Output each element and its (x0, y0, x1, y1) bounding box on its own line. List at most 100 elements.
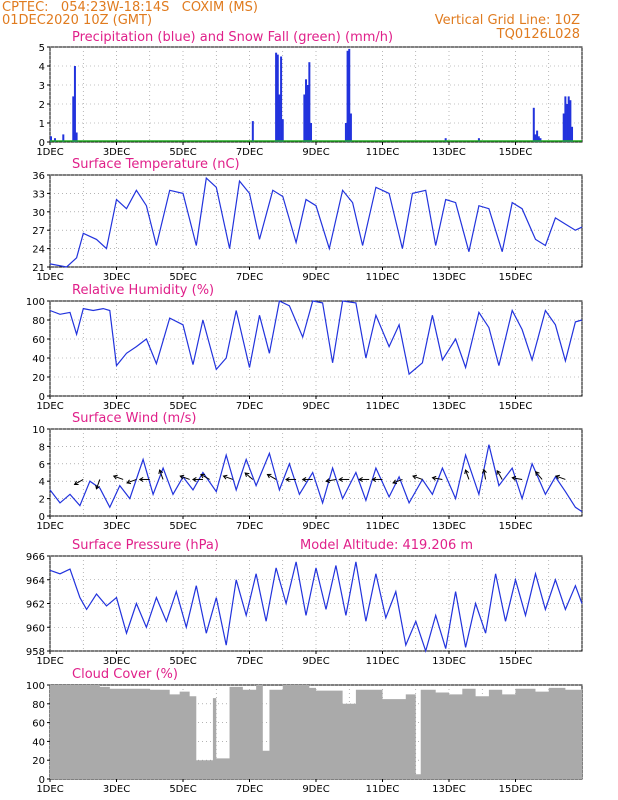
precip-bar (349, 113, 352, 142)
x-tick-label: 7DEC (236, 272, 263, 283)
x-tick-label: 7DEC (236, 401, 263, 412)
precip-bar (281, 119, 284, 142)
wind-arrow (95, 479, 101, 490)
model-altitude-label: Model Altitude: 419.206 m (300, 538, 473, 553)
wind-arrow-head (222, 474, 228, 480)
precip-bar (275, 52, 278, 143)
y-tick-label: 0 (39, 392, 45, 403)
wind-arrow-head (285, 476, 290, 482)
x-tick-label: 13DEC (432, 656, 466, 667)
x-tick-label: 9DEC (302, 147, 329, 158)
precip-bar (534, 134, 537, 142)
panel-title: Precipitation (blue) and Snow Fall (gree… (72, 30, 393, 45)
precip-bar (73, 66, 76, 142)
panel-title: Surface Temperature (nC) (72, 157, 240, 172)
series-line (49, 300, 583, 376)
x-tick-label: 13DEC (432, 272, 466, 283)
x-tick-label: 15DEC (499, 147, 533, 158)
wind-arrow (483, 469, 487, 480)
x-tick-label: 13DEC (432, 401, 466, 412)
x-tick-label: 3DEC (103, 521, 130, 532)
x-tick-label: 3DEC (103, 784, 130, 795)
y-tick-label: 2 (39, 495, 45, 506)
precip-bar (536, 130, 539, 142)
y-tick-label: 0 (39, 138, 45, 149)
x-tick-label: 9DEC (302, 656, 329, 667)
x-tick-label: 9DEC (302, 784, 329, 795)
x-tick-label: 7DEC (236, 521, 263, 532)
vertical-grid-note: Vertical Grid Line: 10Z (434, 13, 580, 28)
panel-frame (49, 174, 583, 268)
series-line (49, 176, 583, 268)
x-tick-label: 11DEC (366, 521, 400, 532)
y-tick-label: 4 (39, 477, 45, 488)
wind-arrow (535, 471, 543, 480)
wind-arrow (392, 478, 403, 484)
x-tick-label: 9DEC (302, 521, 329, 532)
x-tick-label: 3DEC (103, 656, 130, 667)
precip-bar (477, 138, 480, 142)
x-tick-label: 1DEC (36, 656, 63, 667)
wind-arrow-head (464, 469, 469, 475)
y-tick-label: 1 (39, 119, 45, 130)
wind-arrow (512, 477, 523, 480)
y-tick-label: 40 (32, 737, 45, 748)
wind-arrow-head (338, 476, 343, 482)
run-date-header: 01DEC2020 10Z (GMT) (2, 13, 153, 28)
wind-arrow-head (158, 469, 164, 475)
precip-bar (72, 96, 75, 142)
precip-bar (278, 94, 281, 142)
x-tick-label: 5DEC (169, 784, 196, 795)
wind-arrow-head (358, 476, 363, 482)
x-tick-label: 13DEC (432, 147, 466, 158)
panel-title: Surface Pressure (hPa) (72, 538, 219, 553)
x-tick-label: 1DEC (36, 147, 63, 158)
y-tick-label: 60 (32, 719, 45, 730)
precip-bar (305, 79, 308, 142)
wind-arrow-head (325, 478, 331, 484)
x-tick-label: 5DEC (169, 656, 196, 667)
wind-arrow-head (200, 473, 205, 479)
wind-arrow-head (95, 484, 100, 490)
panel-title: Cloud Cover (%) (72, 667, 178, 682)
precip-bar (310, 123, 313, 142)
cloud-cover-area (50, 685, 582, 779)
x-tick-label: 13DEC (432, 784, 466, 795)
precip-bar (276, 54, 279, 142)
x-tick-label: 1DEC (36, 401, 63, 412)
x-tick-label: 3DEC (103, 272, 130, 283)
y-tick-label: 960 (26, 623, 45, 634)
y-tick-label: 964 (26, 576, 45, 587)
wind-arrow-head (555, 474, 560, 480)
x-tick-label: 1DEC (36, 521, 63, 532)
wind-arrow-head (496, 469, 501, 475)
y-tick-label: 33 (32, 189, 45, 200)
wind-arrow (555, 475, 566, 480)
x-tick-label: 5DEC (169, 521, 196, 532)
wind-arrow-head (481, 468, 487, 474)
model-code: TQ0126L028 (496, 27, 580, 42)
y-tick-label: 100 (26, 297, 45, 308)
wind-arrow-head (431, 475, 437, 481)
y-tick-label: 21 (32, 263, 45, 274)
y-tick-label: 80 (32, 700, 45, 711)
precip-bar (564, 96, 567, 142)
x-tick-label: 15DEC (499, 784, 533, 795)
precip-bar (571, 126, 574, 142)
wind-arrow (244, 472, 254, 480)
series-line (49, 444, 583, 513)
y-tick-label: 4 (39, 62, 45, 73)
wind-arrow-head (126, 479, 132, 485)
wind-arrow-head (535, 471, 540, 476)
panel-title: Relative Humidity (%) (72, 283, 214, 298)
y-tick-label: 2 (39, 100, 45, 111)
y-tick-label: 20 (32, 373, 45, 384)
y-tick-label: 80 (32, 316, 45, 327)
x-tick-label: 13DEC (432, 521, 466, 532)
wind-arrow (432, 477, 443, 480)
y-tick-label: 60 (32, 335, 45, 346)
precip-bar (62, 134, 65, 142)
y-tick-label: 27 (32, 226, 45, 237)
x-tick-label: 5DEC (169, 147, 196, 158)
